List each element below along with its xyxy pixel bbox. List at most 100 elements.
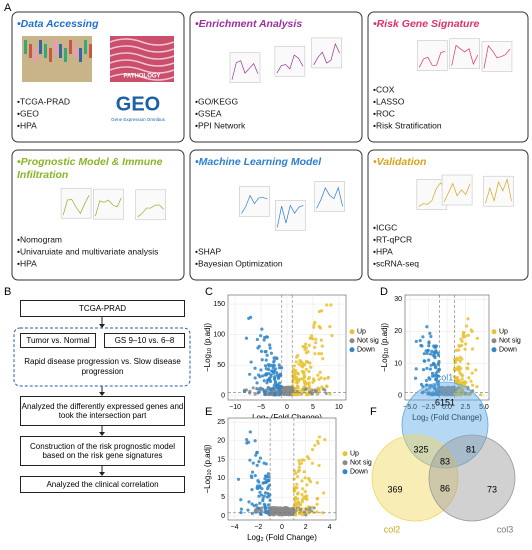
person-icon <box>54 40 57 54</box>
gene-point <box>247 500 251 504</box>
axis-label-part: −Log <box>203 476 212 494</box>
gene-point <box>301 344 305 349</box>
gene-point <box>458 371 462 375</box>
gene-point <box>277 363 281 367</box>
legend-swatch <box>342 451 348 457</box>
gene-point <box>300 492 304 497</box>
y-tick-label: 20 <box>394 328 402 335</box>
panel-label: A <box>4 2 12 14</box>
flow-arrowhead <box>99 472 105 476</box>
gene-point <box>239 498 243 502</box>
gene-point <box>320 344 324 348</box>
gene-point <box>242 389 247 393</box>
gene-point <box>457 348 461 352</box>
gene-point <box>330 333 334 338</box>
gene-point <box>458 393 462 397</box>
mini-line <box>231 60 259 80</box>
gene-point <box>304 387 308 391</box>
gene-point <box>263 364 268 368</box>
gene-point <box>475 336 479 340</box>
gene-point <box>275 371 279 375</box>
flow-box: Construction of the risk prognostic mode… <box>20 436 185 466</box>
gene-point <box>425 351 429 356</box>
gene-point <box>298 392 302 396</box>
gene-point <box>265 353 269 357</box>
mini-line <box>95 197 122 217</box>
venn-set-label: col2 <box>384 524 401 534</box>
gene-point <box>448 393 452 397</box>
gene-point <box>258 456 263 460</box>
person-icon <box>69 40 72 54</box>
gene-point <box>429 334 433 339</box>
gene-point <box>255 486 259 490</box>
gene-point <box>469 379 473 383</box>
gene-point <box>429 363 433 367</box>
x-tick-label: 10 <box>335 404 343 411</box>
gene-point <box>293 386 297 391</box>
gene-point <box>245 441 249 445</box>
mini-line <box>276 204 304 228</box>
gene-point <box>263 510 267 514</box>
axis-label-part: (Fold Change) <box>429 413 483 422</box>
gene-point <box>261 387 265 391</box>
gene-point <box>260 487 264 491</box>
gene-point <box>301 365 305 369</box>
mini-figure <box>314 181 345 212</box>
y-tick-label: 50 <box>217 362 225 369</box>
y-tick-label: 0 <box>221 393 225 400</box>
gene-point <box>313 388 317 392</box>
gene-point <box>300 512 304 516</box>
gene-point <box>430 371 435 375</box>
y-tick-label: 30 <box>394 296 402 303</box>
gene-point <box>421 335 425 339</box>
panel-label: B <box>4 286 11 298</box>
panel-label: C <box>205 286 213 298</box>
gene-point <box>475 385 479 389</box>
gene-point <box>439 392 443 396</box>
module-item: •GO/KEGG <box>195 96 238 106</box>
gene-point <box>325 303 329 307</box>
gene-point <box>290 507 294 511</box>
gene-point <box>272 363 276 368</box>
gene-point <box>262 481 266 485</box>
mini-figure <box>93 188 124 220</box>
x-tick-label: 4 <box>328 524 332 531</box>
legend-swatch <box>349 347 355 353</box>
gene-point <box>425 388 429 392</box>
gene-point <box>250 488 254 492</box>
gene-point <box>317 309 322 314</box>
gene-point <box>463 347 467 351</box>
gene-point <box>317 463 321 468</box>
gene-point <box>263 335 267 340</box>
venn-count: 83 <box>440 456 450 466</box>
gene-point <box>460 377 464 381</box>
gene-point <box>276 375 280 379</box>
person-icon <box>24 40 27 54</box>
gene-point <box>293 500 297 504</box>
gene-point <box>255 387 259 391</box>
gene-point <box>277 381 282 385</box>
gene-point <box>306 392 310 397</box>
x-tick-label: 0.0 <box>442 404 452 411</box>
gene-point <box>470 371 474 375</box>
person-icon <box>44 44 47 58</box>
gene-point <box>259 334 263 338</box>
mini-line <box>316 186 343 209</box>
gene-point <box>253 509 257 513</box>
gene-point <box>262 379 266 383</box>
mini-line <box>241 194 268 214</box>
legend-label: Up <box>350 451 359 458</box>
module-item: •PPI Network <box>195 120 246 130</box>
gene-point <box>293 513 298 517</box>
gene-point <box>273 367 278 371</box>
gene-point <box>317 352 321 356</box>
gene-point <box>425 366 429 370</box>
gene-point <box>295 381 299 385</box>
gene-point <box>462 330 466 335</box>
gene-point <box>263 505 268 509</box>
mini-figure <box>135 189 166 221</box>
tissue-stripe <box>109 73 175 81</box>
gene-point <box>302 390 306 394</box>
person-icon <box>34 48 37 62</box>
